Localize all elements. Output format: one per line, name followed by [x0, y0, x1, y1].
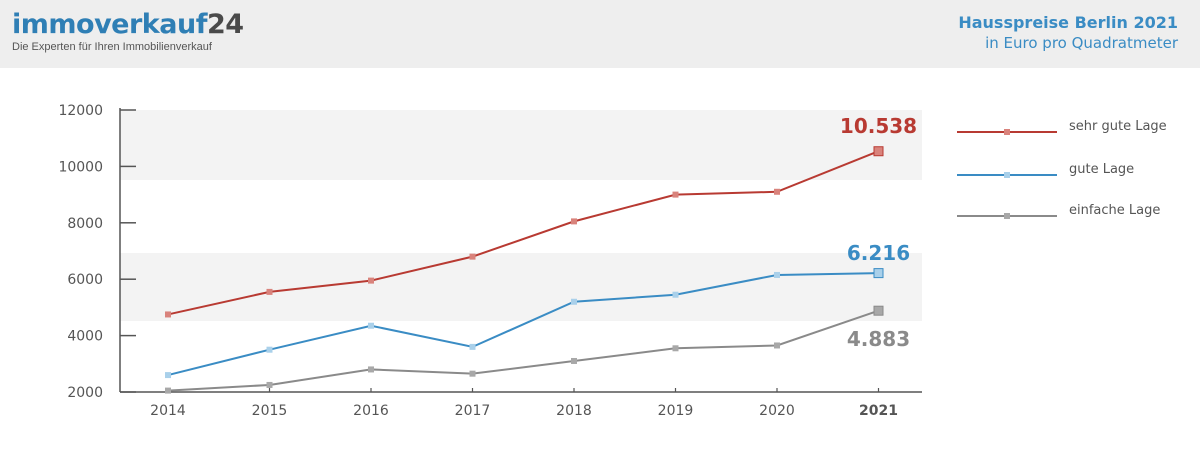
- logo: immoverkauf24 Die Experten für Ihren Imm…: [12, 10, 244, 54]
- y-tick-label: 6000: [67, 272, 103, 288]
- end-value-label: 4.883: [847, 327, 910, 351]
- header-bar: immoverkauf24 Die Experten für Ihren Imm…: [0, 0, 1200, 68]
- series-line: [167, 272, 879, 377]
- x-tick-label: 2018: [556, 403, 592, 419]
- data-point: [571, 357, 577, 364]
- data-point: [368, 366, 374, 373]
- x-tick-label: 2017: [455, 403, 491, 419]
- x-tick-label: 2021: [859, 403, 898, 419]
- x-tick-label: 2016: [353, 403, 389, 419]
- data-point: [165, 387, 171, 394]
- background-band: [120, 110, 922, 180]
- background-bands: [120, 110, 922, 321]
- x-tick-label: 2020: [759, 403, 795, 419]
- y-tick-label: 4000: [67, 329, 103, 345]
- data-point: [873, 305, 884, 316]
- chart-axes: [119, 108, 922, 393]
- background-band: [120, 253, 922, 321]
- data-point: [165, 311, 171, 318]
- data-point: [165, 372, 171, 379]
- data-point: [873, 146, 884, 157]
- data-point: [873, 268, 884, 279]
- logo-text-part2: 24: [206, 9, 244, 40]
- logo-tagline: Die Experten für Ihren Immobilienverkauf: [12, 41, 212, 53]
- data-point: [672, 291, 679, 298]
- chart-legend: sehr gute Lage gute Lage einfache Lage: [957, 119, 1167, 219]
- data-point: [469, 253, 476, 260]
- y-tick-label: 12000: [58, 103, 103, 119]
- data-point: [266, 346, 273, 353]
- data-point: [469, 343, 476, 350]
- end-value-labels: 10.538 6.216 4.883: [840, 114, 917, 351]
- data-point: [774, 188, 780, 195]
- data-point: [774, 342, 780, 349]
- y-axis-ticks: 12000 10000 8000 6000 4000 2000: [58, 103, 136, 401]
- logo-text-part1: immoverkauf: [12, 9, 207, 40]
- data-point: [266, 381, 273, 388]
- x-axis-ticks: 2014 2015 2016 2017 2018 2019 2020 2021: [150, 388, 898, 419]
- end-value-label: 6.216: [847, 241, 910, 265]
- data-point: [571, 298, 577, 305]
- x-tick-label: 2014: [150, 403, 186, 419]
- y-tick-label: 2000: [67, 385, 103, 401]
- legend-label: sehr gute Lage: [1069, 119, 1167, 134]
- series-line: [167, 150, 879, 316]
- data-point: [672, 345, 679, 352]
- chart-subtitle: in Euro pro Quadratmeter: [985, 34, 1178, 52]
- legend-marker: [1004, 129, 1010, 135]
- data-point: [469, 370, 476, 377]
- logo-wordmark: immoverkauf24: [12, 10, 244, 40]
- data-point: [774, 271, 780, 278]
- data-point: [368, 322, 374, 329]
- series-lines: [165, 146, 884, 394]
- legend-label: einfache Lage: [1069, 203, 1160, 218]
- data-point: [368, 277, 374, 284]
- legend-label: gute Lage: [1069, 162, 1134, 177]
- x-tick-label: 2019: [658, 403, 694, 419]
- x-tick-label: 2015: [252, 403, 288, 419]
- end-value-label: 10.538: [840, 114, 917, 138]
- data-point: [266, 288, 273, 295]
- legend-marker: [1004, 213, 1010, 219]
- legend-marker: [1004, 172, 1010, 178]
- data-point: [571, 218, 577, 225]
- chart-title: Hausspreise Berlin 2021: [958, 13, 1178, 32]
- y-tick-label: 8000: [67, 216, 103, 232]
- series-line: [167, 309, 879, 392]
- y-tick-label: 10000: [58, 159, 103, 175]
- data-point: [672, 191, 679, 198]
- chart-heading: Hausspreise Berlin 2021 in Euro pro Quad…: [958, 12, 1178, 53]
